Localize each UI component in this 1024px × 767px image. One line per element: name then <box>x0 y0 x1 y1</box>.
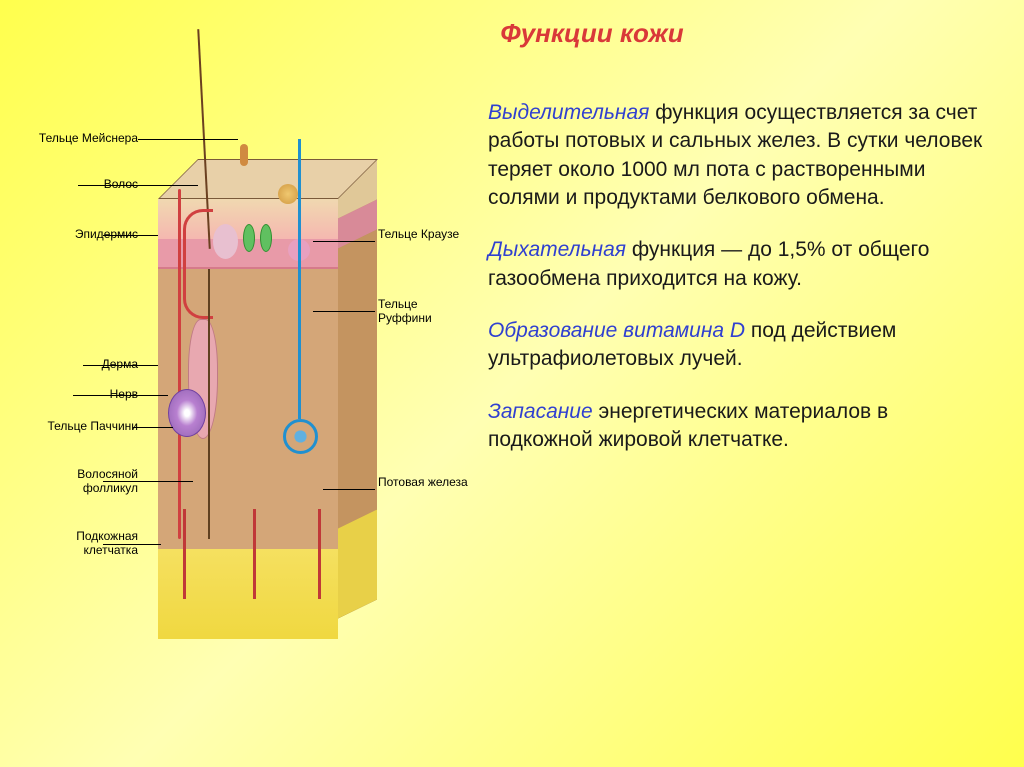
label-hair: Волос <box>28 177 138 191</box>
label-krause: Тельце Краузе <box>378 227 468 241</box>
para-respiratory: Дыхательная функция — до 1,5% от общего … <box>488 236 996 293</box>
lead <box>78 185 198 186</box>
sub-vessel-3 <box>318 509 321 599</box>
ruffini-ending-1 <box>243 224 255 252</box>
label-epidermis: Эпидермис <box>28 227 138 241</box>
lead <box>138 139 238 140</box>
skin-diagram: Тельце Мейснера Волос Эпидермис Дерма Не… <box>28 69 458 669</box>
lead <box>323 489 375 490</box>
hl-excretory: Выделительная <box>488 101 649 124</box>
sebaceous-gland <box>213 224 238 259</box>
lead <box>73 395 168 396</box>
lead <box>313 311 375 312</box>
nerve-fiber <box>208 269 210 539</box>
krause-end-bulb <box>278 184 298 204</box>
side-subcutaneous <box>337 509 377 619</box>
lead <box>83 365 158 366</box>
sub-vessel-2 <box>253 509 256 599</box>
sweat-duct <box>298 139 301 419</box>
lead <box>103 544 161 545</box>
label-meissner: Тельце Мейснера <box>28 131 138 145</box>
text-column: Выделительная функция осуществляется за … <box>478 69 996 669</box>
meissner-corpuscle <box>240 144 248 166</box>
para-vitamin-d: Образование витамина D под действием уль… <box>488 317 996 374</box>
blood-vessel <box>178 189 181 539</box>
hl-storage: Запасание <box>488 400 593 423</box>
para-storage: Запасание энергетических материалов в по… <box>488 398 996 455</box>
lead <box>103 481 193 482</box>
sub-vessel-1 <box>183 509 186 599</box>
lead <box>133 427 173 428</box>
lead <box>313 241 375 242</box>
pacini-corpuscle <box>168 389 206 437</box>
label-sweat: Потовая железа <box>378 475 468 489</box>
label-pacini: Тельце Паччини <box>28 419 138 433</box>
para-excretory: Выделительная функция осуществляется за … <box>488 99 996 212</box>
side-dermis <box>337 229 377 529</box>
page-title: Функции кожи <box>188 18 996 49</box>
label-dermis: Дерма <box>28 357 138 371</box>
label-subcut: Подкожная клетчатка <box>28 529 138 557</box>
hl-vitamin-d: Образование витамина D <box>488 319 745 342</box>
label-nerve: Нерв <box>28 387 138 401</box>
lead <box>103 235 158 236</box>
content-row: Тельце Мейснера Волос Эпидермис Дерма Не… <box>28 69 996 669</box>
hl-respiratory: Дыхательная <box>488 238 626 261</box>
sweat-gland <box>283 419 318 454</box>
label-ruffini: Тельце Руффини <box>378 297 468 325</box>
ruffini-ending-2 <box>260 224 272 252</box>
